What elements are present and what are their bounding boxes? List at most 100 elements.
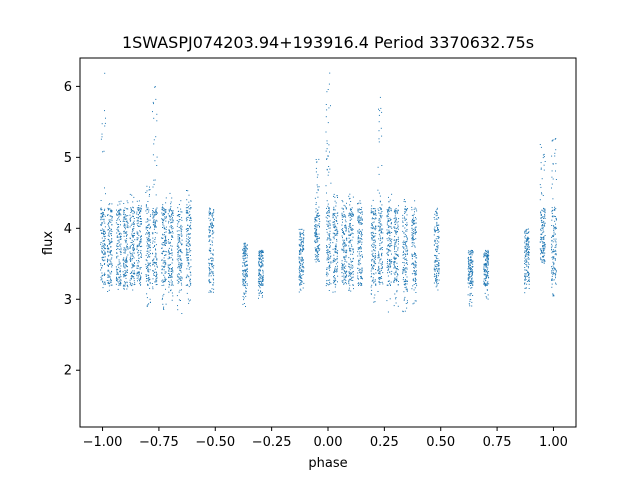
data-point <box>181 264 183 266</box>
data-point <box>181 234 183 236</box>
data-point <box>168 284 170 286</box>
data-point <box>126 272 128 273</box>
data-point <box>528 275 530 276</box>
data-point <box>262 263 264 265</box>
data-point <box>348 237 350 239</box>
data-point <box>524 279 526 281</box>
data-point <box>412 215 414 217</box>
data-point <box>393 262 395 264</box>
data-point <box>316 258 318 260</box>
data-point <box>542 227 544 229</box>
data-point <box>302 246 304 248</box>
data-point <box>394 253 396 255</box>
data-point <box>154 245 155 247</box>
data-point <box>360 248 362 250</box>
data-point <box>211 213 213 215</box>
data-point <box>358 209 360 211</box>
data-point <box>435 286 437 288</box>
data-point <box>165 271 167 273</box>
data-point <box>371 205 373 207</box>
data-point <box>336 220 338 222</box>
data-point <box>360 202 362 204</box>
data-point <box>243 255 245 257</box>
data-point <box>164 265 166 267</box>
data-point <box>180 211 182 213</box>
data-point <box>153 219 155 221</box>
data-point <box>126 270 128 272</box>
data-point <box>328 144 330 146</box>
data-point <box>555 246 557 248</box>
data-point <box>372 246 374 248</box>
data-point <box>137 237 139 239</box>
data-point <box>387 210 389 212</box>
data-point <box>189 211 191 213</box>
data-point <box>171 211 173 213</box>
data-point <box>405 210 407 212</box>
data-point <box>348 283 350 285</box>
data-point <box>147 230 148 232</box>
data-point <box>528 247 530 249</box>
data-point <box>413 219 414 221</box>
data-point <box>380 247 382 249</box>
data-point <box>334 286 336 288</box>
data-point <box>343 249 345 251</box>
data-point <box>485 283 487 285</box>
data-point <box>315 220 317 221</box>
data-point <box>405 208 407 210</box>
data-point <box>327 258 329 260</box>
data-point <box>335 266 337 268</box>
data-point <box>352 215 354 217</box>
data-point <box>540 146 542 148</box>
data-point <box>334 227 336 229</box>
data-point <box>543 208 545 210</box>
data-point <box>133 223 135 224</box>
data-point <box>438 264 440 266</box>
data-point <box>318 237 320 239</box>
data-point <box>258 269 260 271</box>
data-point <box>301 232 303 234</box>
data-point <box>374 255 376 256</box>
data-point <box>124 217 126 219</box>
data-point <box>341 219 343 220</box>
data-point <box>332 248 334 250</box>
data-point <box>242 249 244 250</box>
data-point <box>406 251 408 253</box>
data-point <box>163 274 165 276</box>
data-point <box>371 225 373 227</box>
data-point <box>299 283 301 285</box>
data-point <box>177 243 179 245</box>
data-point <box>343 242 345 244</box>
data-point <box>359 200 361 202</box>
data-point <box>108 259 110 261</box>
data-point <box>542 157 544 159</box>
data-point <box>378 225 380 227</box>
data-point <box>326 158 328 160</box>
data-point <box>406 254 408 255</box>
data-point <box>125 275 126 276</box>
data-point <box>483 271 485 273</box>
data-point <box>261 275 263 277</box>
data-point <box>242 273 244 275</box>
data-point <box>156 280 158 282</box>
data-point <box>103 220 105 222</box>
data-point <box>315 219 317 221</box>
data-point <box>397 226 399 228</box>
data-point <box>316 241 318 243</box>
data-point <box>350 253 352 255</box>
data-point <box>261 280 263 282</box>
data-point <box>154 245 156 247</box>
data-point <box>185 284 187 286</box>
data-point <box>350 266 352 268</box>
data-point <box>179 263 181 265</box>
data-point <box>146 259 147 261</box>
data-point <box>469 268 471 270</box>
data-point <box>554 206 556 208</box>
data-point <box>131 264 133 266</box>
data-point <box>209 235 211 237</box>
data-point <box>387 233 388 235</box>
data-point <box>303 231 304 233</box>
data-point <box>212 237 214 239</box>
data-point <box>484 253 486 255</box>
data-point <box>242 249 244 251</box>
data-point <box>484 284 486 286</box>
